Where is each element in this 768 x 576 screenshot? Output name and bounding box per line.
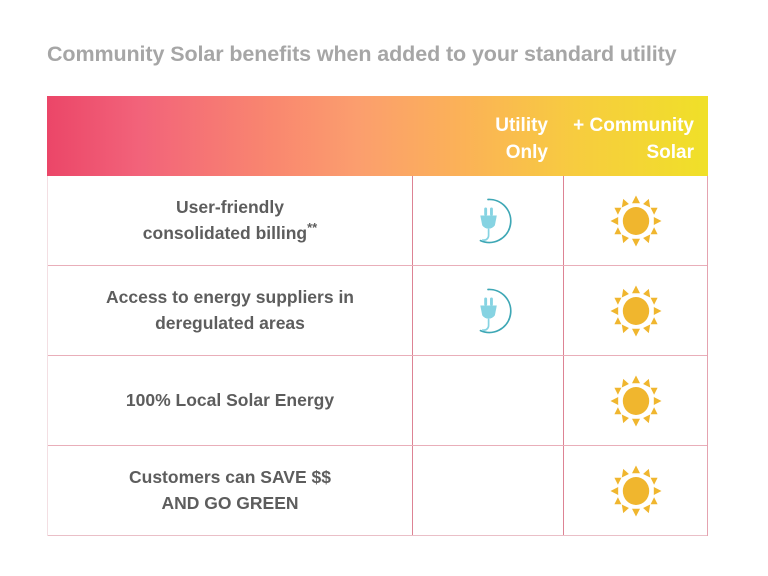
cell-community-solar — [564, 356, 707, 445]
benefit-label: Customers can SAVE $$ AND GO GREEN — [48, 446, 412, 535]
cell-utility-only-empty — [461, 374, 515, 428]
benefit-label-line-1: Access to energy suppliers in — [105, 287, 354, 308]
header-utility-only: Utility Only — [412, 96, 564, 176]
header-community-solar-line-1: + Community — [573, 115, 694, 136]
benefit-label-line-1: Customers can SAVE $$ — [129, 467, 331, 488]
benefits-comparison-table: Utility Only + Community Solar User-frie… — [47, 96, 708, 536]
benefit-label-line-1: User-friendly — [176, 197, 284, 218]
table-header-row: Utility Only + Community Solar — [47, 96, 708, 176]
benefit-label-line-1: 100% Local Solar Energy — [125, 389, 335, 410]
cell-utility-only — [412, 446, 564, 535]
benefit-label: 100% Local Solar Energy — [48, 356, 412, 445]
cell-community-solar — [564, 266, 707, 355]
header-benefit-column — [47, 96, 412, 176]
benefit-label-line-2: consolidated billing — [142, 222, 308, 243]
cell-utility-only — [412, 176, 564, 265]
cell-utility-only — [412, 266, 564, 355]
table-body: User-friendly consolidated billing** — [47, 176, 708, 536]
table-row: Customers can SAVE $$ AND GO GREEN — [48, 446, 707, 536]
table-row: Access to energy suppliers in deregulate… — [48, 266, 707, 356]
cell-community-solar — [564, 446, 707, 535]
sun-icon — [610, 285, 661, 336]
cell-utility-only-empty — [461, 464, 515, 518]
header-utility-only-line-1: Utility — [495, 115, 548, 136]
cell-community-solar — [564, 176, 707, 265]
header-utility-only-line-2: Only — [505, 141, 548, 163]
header-community-solar-line-2: Solar — [646, 141, 694, 163]
plug-icon — [479, 198, 512, 243]
benefit-label-line-2: AND GO GREEN — [161, 492, 299, 513]
sun-icon — [610, 465, 661, 516]
page-title: Community Solar benefits when added to y… — [47, 42, 677, 66]
benefit-label: Access to energy suppliers in deregulate… — [48, 266, 412, 355]
sun-icon — [610, 195, 661, 246]
footnote-marker: ** — [307, 219, 318, 235]
benefit-label: User-friendly consolidated billing** — [48, 176, 412, 265]
cell-utility-only — [412, 356, 564, 445]
header-community-solar: + Community Solar — [564, 96, 708, 176]
sun-icon — [610, 375, 661, 426]
plug-icon — [479, 288, 512, 333]
table-row: User-friendly consolidated billing** — [48, 176, 707, 266]
table-row: 100% Local Solar Energy — [48, 356, 707, 446]
benefit-label-line-2: deregulated areas — [155, 312, 305, 333]
